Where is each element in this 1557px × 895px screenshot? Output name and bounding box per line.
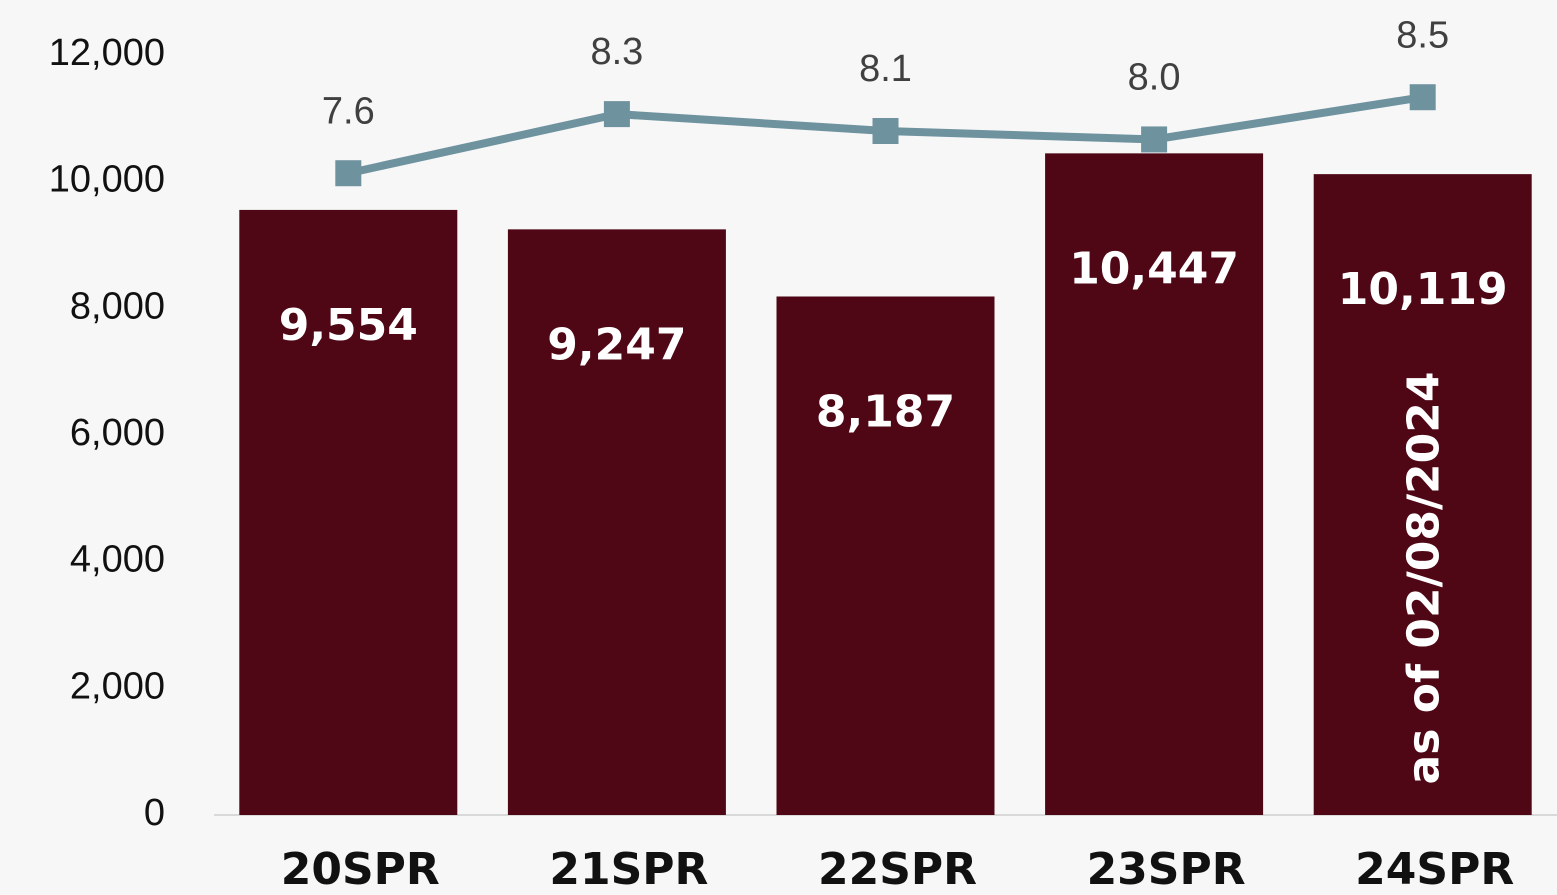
bar-value-label: 8,187 [816,386,955,437]
bar [507,229,726,815]
bar [776,296,995,815]
line-value-label: 8.3 [590,31,643,73]
y-tick-label: 10,000 [49,159,165,201]
line-value-label: 7.6 [322,90,375,132]
bar [239,209,458,815]
x-tick-label: 23SPR [1087,844,1246,895]
line-value-label: 8.1 [859,48,912,90]
bar [1045,153,1264,815]
line-marker [1409,84,1436,111]
bar-value-label: 9,247 [547,319,686,370]
bar [1313,174,1532,815]
x-tick-label: 20SPR [281,844,440,895]
line-marker [603,101,630,128]
bar-value-label: 10,447 [1069,243,1239,294]
y-tick-label: 6,000 [70,412,165,454]
bar-value-label: 9,554 [279,300,418,351]
y-tick-label: 12,000 [49,32,165,74]
bar-value-label: 10,119 [1338,264,1508,315]
x-tick-label: 22SPR [818,844,977,895]
y-tick-label: 8,000 [70,285,165,327]
y-tick-label: 0 [144,792,165,834]
x-tick-label: 24SPR [1355,844,1514,895]
line-marker [335,160,362,187]
line-value-label: 8.0 [1128,56,1181,98]
line-marker [1141,126,1168,153]
x-tick-label: 21SPR [549,844,708,895]
annotation: as of 02/08/2024 [1399,372,1450,785]
y-tick-label: 4,000 [70,539,165,581]
y-tick-label: 2,000 [70,665,165,707]
line-value-label: 8.5 [1396,14,1449,56]
line-marker [872,118,899,144]
